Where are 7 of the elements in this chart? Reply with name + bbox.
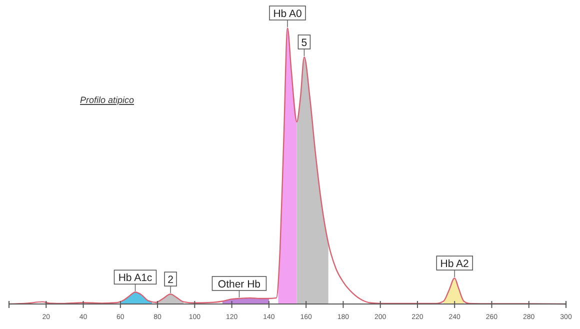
annotation: 2	[168, 274, 174, 286]
annotation: Hb A0	[273, 8, 302, 20]
text: Profilo atipico	[80, 95, 134, 105]
annotation: Hb A2	[440, 258, 470, 270]
annotation: Other Hb	[218, 278, 261, 290]
annotation: Hb A1c	[118, 272, 152, 284]
annotation: 5	[301, 36, 308, 49]
